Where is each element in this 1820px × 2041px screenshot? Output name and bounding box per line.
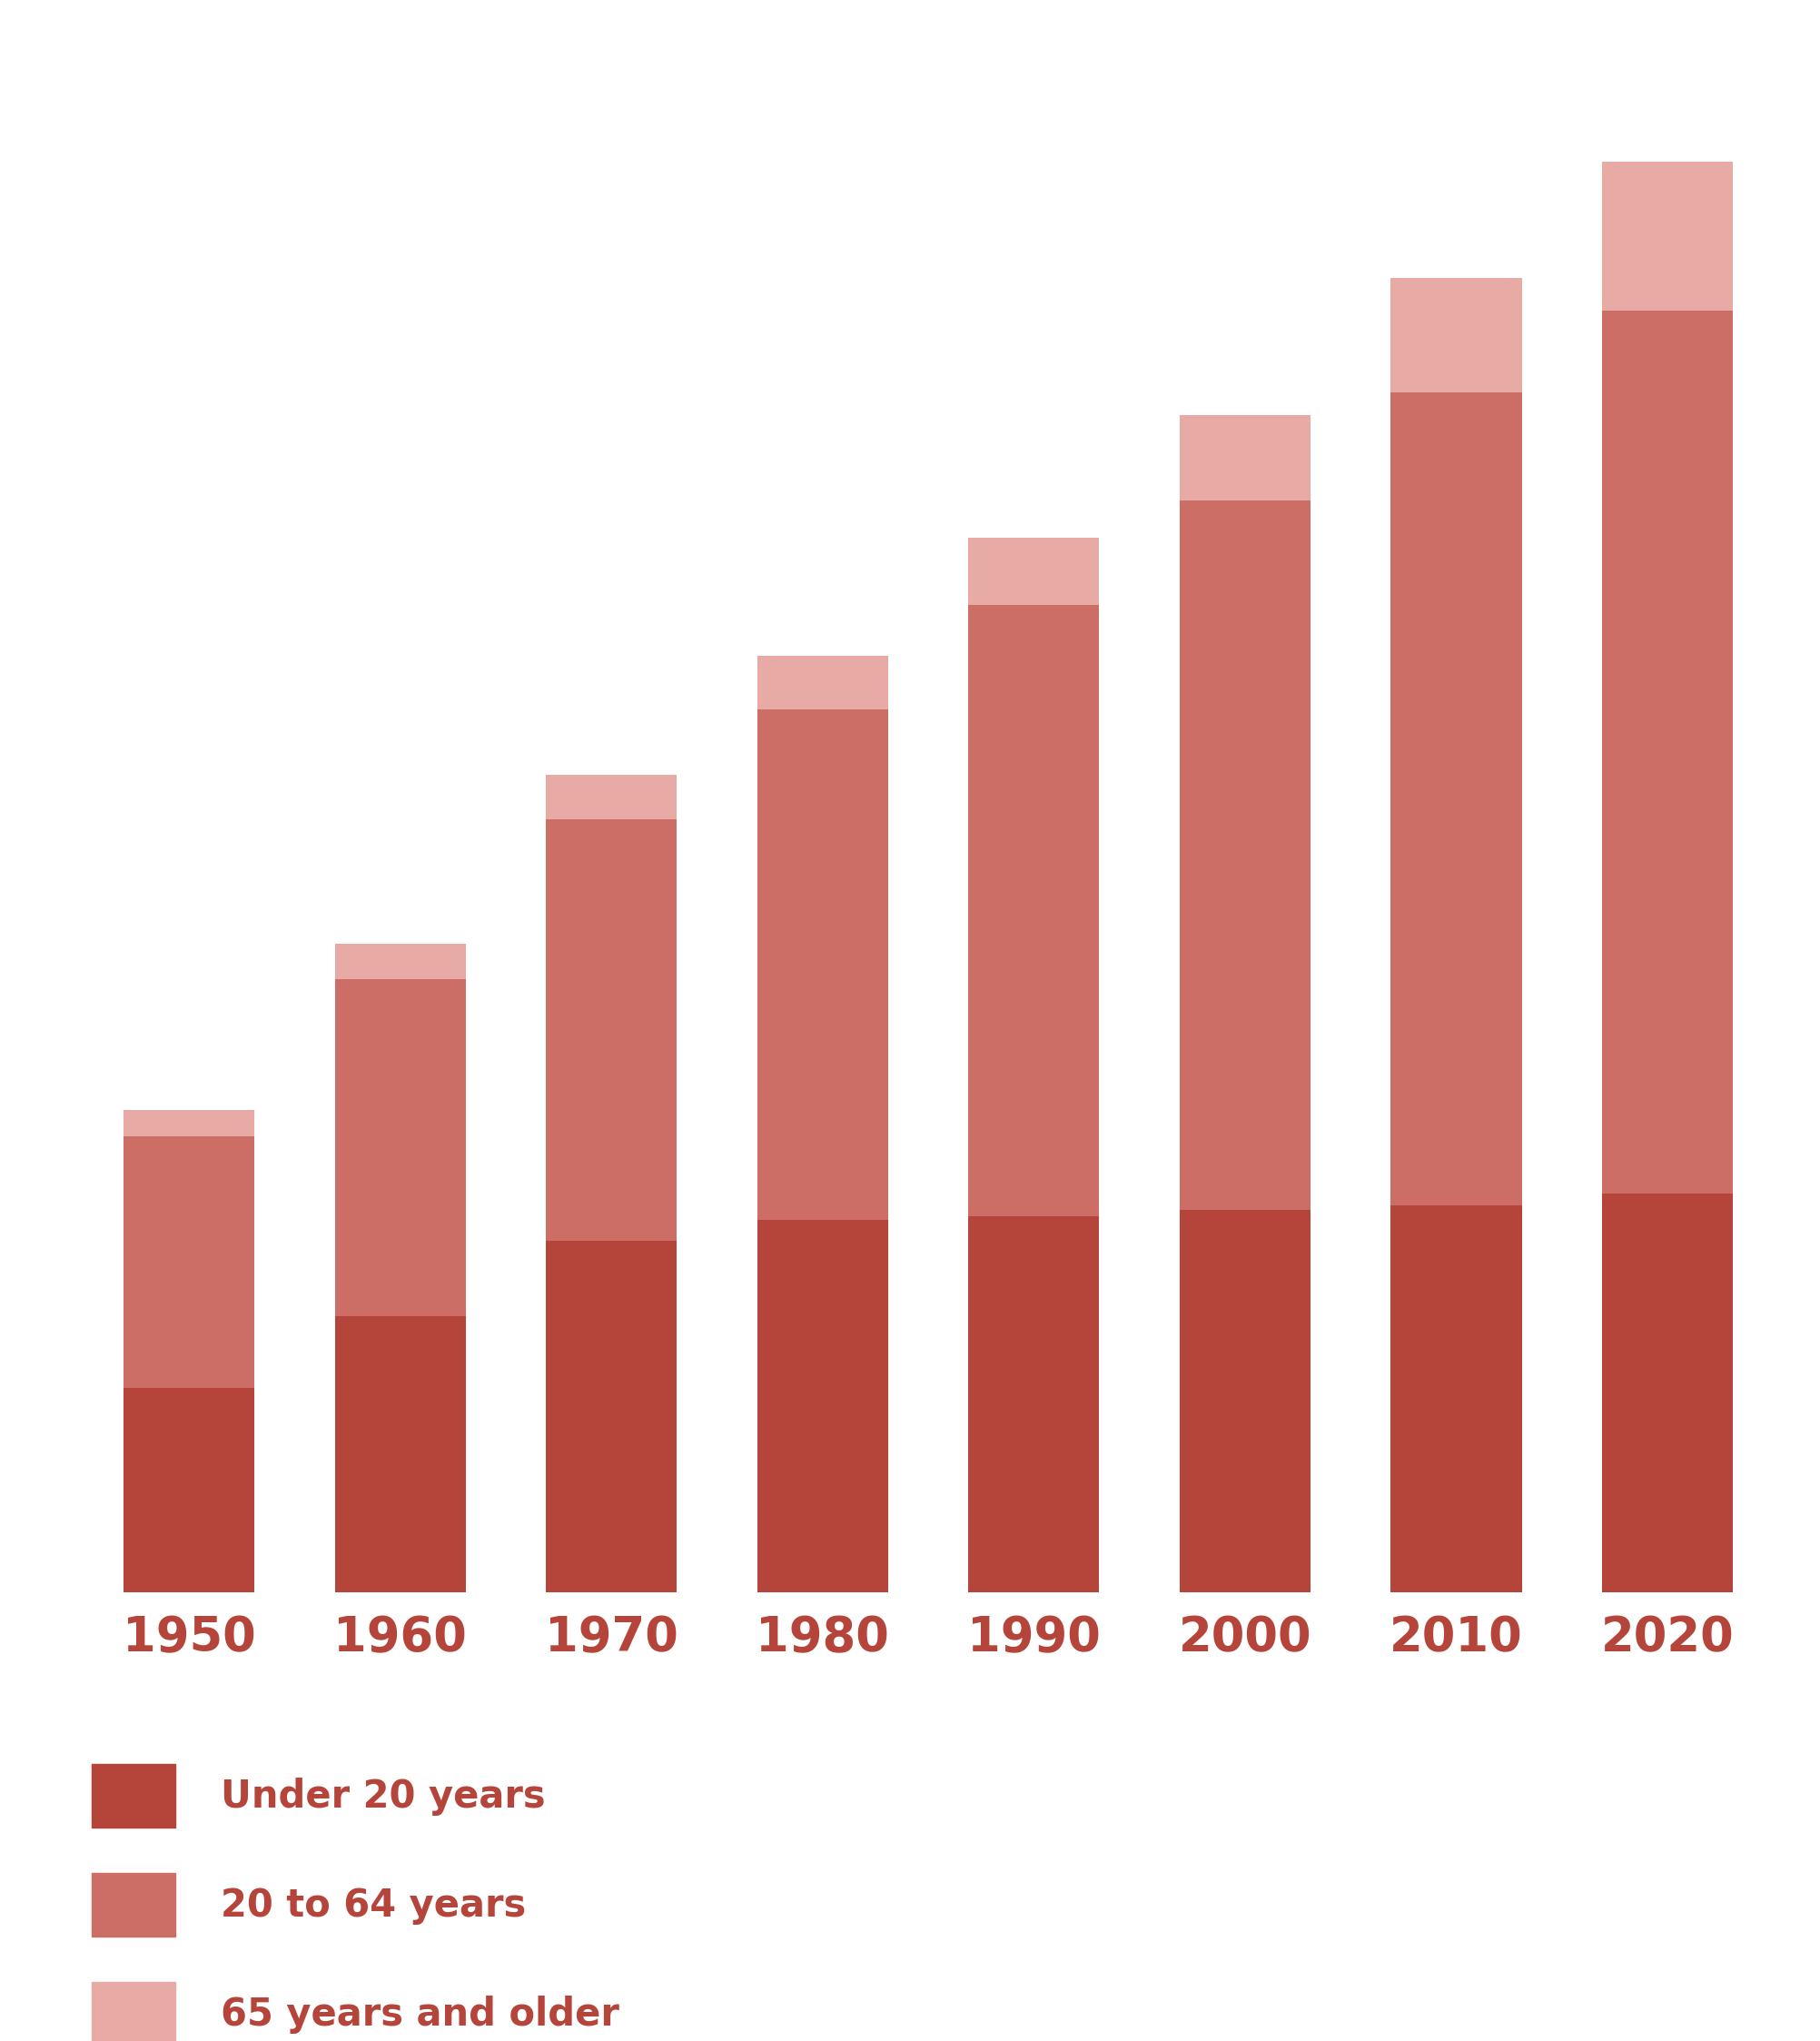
Bar <box>124 1110 255 1137</box>
Bar <box>1390 278 1522 392</box>
Bar <box>124 1388 255 1592</box>
Bar <box>1602 161 1733 310</box>
Bar <box>757 708 888 1221</box>
Bar <box>1602 1194 1733 1592</box>
Bar <box>1390 1206 1522 1592</box>
Bar <box>1179 414 1310 500</box>
Bar <box>1179 1210 1310 1592</box>
Bar <box>335 1316 466 1592</box>
Bar <box>968 1216 1099 1592</box>
Bar <box>1602 310 1733 1194</box>
Bar <box>757 655 888 708</box>
Bar <box>335 980 466 1316</box>
Bar <box>124 1137 255 1388</box>
Bar <box>546 774 677 818</box>
Bar <box>546 818 677 1241</box>
Bar <box>968 604 1099 1216</box>
Bar <box>968 537 1099 604</box>
Bar <box>1390 392 1522 1206</box>
Bar <box>757 1221 888 1592</box>
Legend: Under 20 years, 20 to 64 years, 65 years and older: Under 20 years, 20 to 64 years, 65 years… <box>91 1763 619 2041</box>
Bar <box>546 1241 677 1592</box>
Bar <box>1179 500 1310 1210</box>
Bar <box>335 945 466 980</box>
